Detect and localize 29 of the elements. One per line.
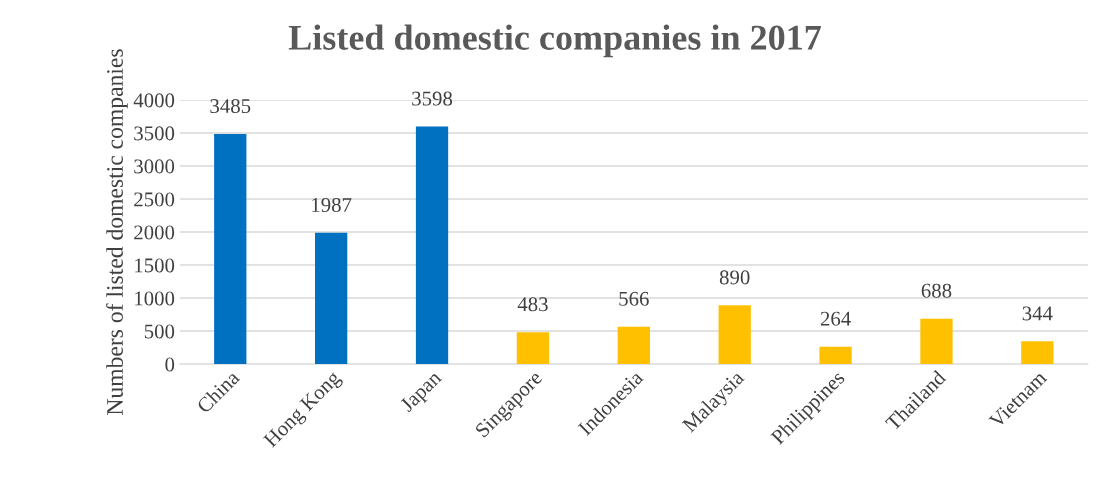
bar [1021,341,1054,365]
bar [516,332,550,365]
y-tick-label: 1500 [135,258,175,273]
bar [718,305,751,365]
data-label: 890 [719,270,750,285]
y-tick-label: 4000 [133,93,175,108]
y-tick-label: 2500 [134,192,175,207]
data-label: 1987 [312,197,352,212]
y-tick-label: 1000 [135,291,175,306]
bar [617,326,650,365]
y-axis-title: Numbers of listed domestic companies [106,49,128,415]
data-label: 483 [517,297,548,312]
chart-title: Listed domestic companies in 2017 [288,24,821,58]
data-label: 344 [1022,306,1053,321]
data-label: 566 [619,291,649,306]
y-tick-label: 0 [165,357,175,372]
y-tick-label: 500 [144,324,175,339]
bar [819,346,852,365]
bar [315,232,348,365]
bar [214,133,247,365]
data-label: 3598 [412,91,453,106]
data-label: 264 [820,311,851,326]
bar [920,318,953,365]
y-tick-label: 3500 [134,126,175,141]
data-label: 3485 [210,99,251,114]
data-label: 688 [921,283,952,298]
y-tick-label: 3000 [134,159,175,174]
y-tick-label: 2000 [134,225,175,240]
bar [415,126,449,365]
